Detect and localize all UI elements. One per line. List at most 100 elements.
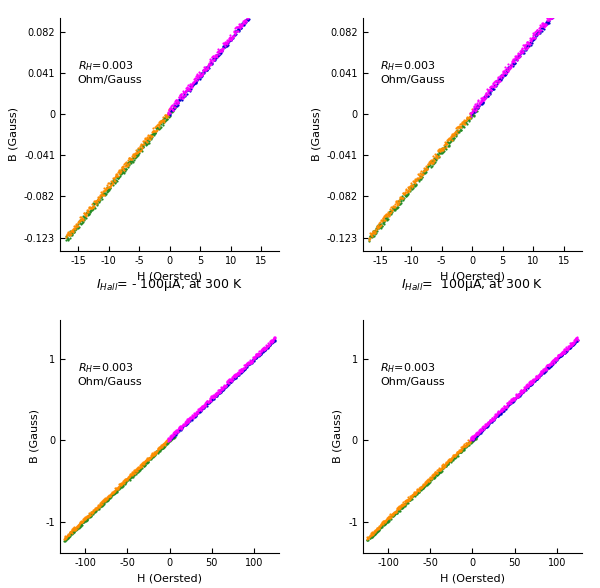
Point	[149, 123, 158, 133]
Point	[136, 145, 145, 154]
Point	[179, 420, 188, 430]
Point	[242, 14, 252, 23]
Point	[494, 410, 503, 420]
Point	[547, 14, 556, 23]
Point	[384, 513, 394, 522]
Point	[516, 388, 526, 397]
Point	[466, 111, 476, 121]
Point	[201, 62, 211, 72]
Point	[485, 89, 494, 98]
Point	[391, 507, 401, 516]
Point	[262, 343, 271, 353]
Point	[136, 463, 146, 473]
Point	[457, 443, 467, 452]
Point	[155, 443, 164, 453]
Point	[570, 335, 580, 345]
Point	[256, 349, 265, 358]
Point	[409, 491, 418, 500]
Point	[394, 504, 403, 513]
Point	[439, 462, 449, 471]
Point	[230, 370, 239, 380]
Point	[568, 340, 577, 349]
Point	[115, 168, 125, 178]
Point	[446, 457, 455, 467]
Point	[503, 59, 513, 69]
Point	[122, 475, 132, 484]
Point	[370, 530, 379, 539]
Point	[212, 390, 222, 399]
Point	[372, 527, 382, 536]
Point	[382, 211, 392, 220]
Point	[67, 528, 76, 537]
Point	[185, 82, 195, 91]
Point	[472, 432, 481, 441]
Point	[140, 460, 150, 470]
Point	[449, 450, 459, 459]
Point	[479, 422, 488, 432]
Point	[259, 0, 269, 3]
Point	[543, 360, 553, 370]
Point	[236, 20, 246, 29]
Point	[425, 477, 435, 486]
Point	[167, 103, 176, 112]
Point	[243, 14, 253, 23]
Point	[460, 117, 470, 126]
Point	[521, 383, 531, 392]
Point	[195, 403, 205, 413]
Point	[218, 38, 228, 48]
Point	[242, 358, 252, 368]
Point	[203, 62, 212, 72]
Point	[268, 336, 278, 346]
Point	[422, 479, 432, 488]
Point	[76, 215, 85, 225]
Point	[368, 529, 378, 539]
Point	[421, 479, 430, 489]
Point	[495, 407, 505, 416]
Point	[512, 391, 522, 400]
Point	[158, 442, 167, 452]
Point	[446, 455, 456, 464]
Point	[429, 470, 439, 479]
Point	[495, 407, 505, 417]
Point	[516, 48, 526, 58]
Point	[206, 58, 216, 67]
Point	[133, 149, 142, 159]
Point	[492, 409, 502, 419]
Point	[368, 532, 377, 541]
Point	[438, 463, 448, 473]
Point	[202, 64, 212, 73]
Point	[476, 95, 486, 104]
Point	[259, 344, 268, 353]
Point	[424, 478, 434, 487]
Point	[420, 479, 430, 489]
Point	[475, 101, 484, 110]
Point	[268, 337, 277, 346]
Point	[120, 476, 130, 486]
Point	[486, 81, 496, 91]
Point	[61, 535, 70, 544]
Point	[538, 366, 548, 376]
Point	[377, 221, 387, 230]
Point	[179, 90, 188, 99]
Point	[419, 480, 429, 490]
Point	[238, 366, 248, 376]
Y-axis label: B (Gauss): B (Gauss)	[8, 107, 19, 161]
Point	[554, 2, 563, 11]
Point	[265, 338, 274, 347]
Point	[250, 6, 260, 15]
Point	[428, 155, 438, 164]
Point	[503, 399, 513, 409]
Point	[542, 360, 552, 370]
Point	[162, 114, 172, 123]
Point	[496, 405, 506, 414]
Point	[208, 392, 218, 402]
Point	[207, 396, 217, 405]
Point	[542, 365, 551, 374]
Point	[467, 433, 477, 443]
Point	[451, 450, 460, 460]
Point	[388, 511, 398, 520]
Point	[538, 23, 547, 32]
Point	[401, 496, 410, 506]
Point	[415, 483, 425, 493]
Point	[387, 510, 397, 519]
